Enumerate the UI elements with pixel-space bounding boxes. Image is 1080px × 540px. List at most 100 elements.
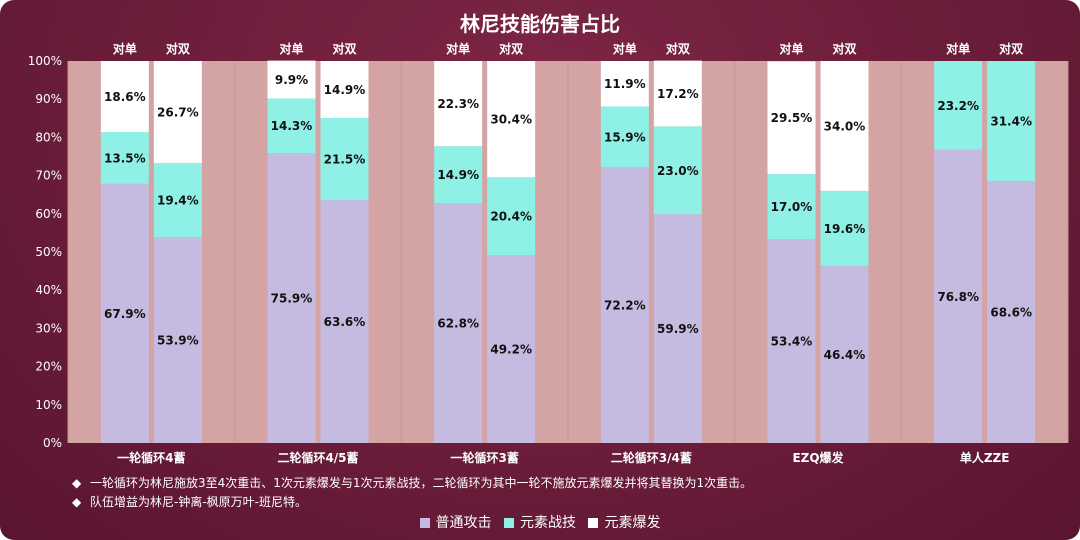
bar-segment-normal-attack xyxy=(653,214,702,443)
diamond-bullet-icon: ◆ xyxy=(72,495,82,509)
legend-item-normal-attack: 普通攻击 xyxy=(419,512,492,532)
bar-segment-elemental-burst xyxy=(434,61,483,147)
bar-segment-elemental-skill xyxy=(934,61,983,150)
bar-segment-normal-attack xyxy=(153,237,202,443)
bar-segment-elemental-burst xyxy=(320,61,369,118)
data-label: 20.4% xyxy=(490,210,532,224)
bar-sublabel: 对双 xyxy=(999,41,1023,56)
data-label: 29.5% xyxy=(771,111,813,125)
bar-segment-normal-attack xyxy=(934,149,983,443)
x-tick-label: 一轮循环3蓄 xyxy=(450,450,518,465)
footnote-1-text: 一轮循环为林尼施放3至4次重击、1次元素爆发与1次元素战技，二轮循环为其中一轮不… xyxy=(90,476,753,490)
plot-area: 0% 10% 20% 30% 40% 50% 60% 70% 80% 90% 100% 67.9% 13… xyxy=(28,41,1069,465)
bar-segment-elemental-skill xyxy=(100,132,149,184)
bar-segment-normal-attack xyxy=(267,153,316,443)
y-tick-label: 50% xyxy=(35,245,62,259)
footnote-2: ◆ 队伍增益为林尼-钟离-枫原万叶-班尼特。 xyxy=(72,493,752,512)
bar-segment-elemental-skill xyxy=(153,162,202,238)
y-tick-label: 100% xyxy=(28,54,62,68)
y-tick-label: 30% xyxy=(35,321,62,335)
legend-item-elemental-skill: 元素战技 xyxy=(504,512,576,532)
y-tick-label: 70% xyxy=(35,169,62,183)
footnote-2-text: 队伍增益为林尼-钟离-枫原万叶-班尼特。 xyxy=(90,495,307,509)
data-label: 49.2% xyxy=(490,343,532,357)
data-label: 22.3% xyxy=(437,97,479,111)
chart-title: 林尼技能伤害占比 xyxy=(460,12,620,36)
data-label: 53.4% xyxy=(771,335,813,349)
bar-segment-elemental-burst xyxy=(653,60,702,127)
footnote-1: ◆ 一轮循环为林尼施放3至4次重击、1次元素爆发与1次元素战技，二轮循环为其中一轮… xyxy=(72,474,752,493)
legend-label-elemental-burst: 元素爆发 xyxy=(604,515,661,531)
data-label: 68.6% xyxy=(990,305,1032,319)
y-tick-label: 80% xyxy=(35,130,62,144)
data-label: 21.5% xyxy=(324,152,366,166)
y-tick-label: 90% xyxy=(35,92,62,106)
data-label: 11.9% xyxy=(604,77,646,91)
bar-segment-normal-attack xyxy=(320,200,369,443)
bar-segment-elemental-burst xyxy=(100,61,149,133)
bar-segment-elemental-burst xyxy=(487,61,536,178)
data-label: 31.4% xyxy=(990,114,1032,128)
data-label: 34.0% xyxy=(824,119,866,133)
data-label: 30.4% xyxy=(490,113,532,127)
legend-swatch-elemental-burst xyxy=(588,518,599,528)
bar-segment-elemental-skill xyxy=(653,126,702,215)
bar-segment-normal-attack xyxy=(600,167,649,444)
bar-segment-normal-attack xyxy=(434,203,483,443)
data-label: 26.7% xyxy=(157,105,199,119)
bar-sublabel: 对单 xyxy=(446,41,470,56)
legend-swatch-elemental-skill xyxy=(504,518,514,528)
data-label: 17.0% xyxy=(771,200,813,214)
bar-segment-elemental-skill xyxy=(487,177,536,256)
y-tick-label: 20% xyxy=(35,360,62,374)
bar-segment-normal-attack xyxy=(767,239,816,443)
bar-segment-elemental-burst xyxy=(267,60,316,99)
data-label: 53.9% xyxy=(157,334,199,348)
bar-segment-elemental-burst xyxy=(820,61,869,191)
bar-sublabel: 对双 xyxy=(499,41,523,56)
footnotes: ◆ 一轮循环为林尼施放3至4次重击、1次元素爆发与1次元素战技，二轮循环为其中一轮… xyxy=(72,474,752,512)
x-tick-label: 二轮循环3/4蓄 xyxy=(611,450,692,465)
bar-segment-normal-attack xyxy=(487,255,536,443)
y-tick-label: 60% xyxy=(35,207,62,221)
legend-item-elemental-burst: 元素爆发 xyxy=(588,512,660,532)
data-label: 15.9% xyxy=(604,130,646,144)
bar-sublabel: 对单 xyxy=(279,41,303,56)
bar-segment-elemental-burst xyxy=(153,61,202,163)
data-label: 62.8% xyxy=(437,317,479,331)
bar-sublabel: 对单 xyxy=(613,41,637,56)
data-label: 72.2% xyxy=(604,299,646,313)
data-label: 9.9% xyxy=(275,73,308,87)
bar-sublabel: 对单 xyxy=(946,41,970,56)
bar-sublabel: 对双 xyxy=(166,41,190,56)
data-label: 14.3% xyxy=(271,119,313,133)
diamond-bullet-icon: ◆ xyxy=(72,476,82,490)
data-label: 14.9% xyxy=(324,83,366,97)
bar-segment-normal-attack xyxy=(820,265,869,443)
bar-segment-elemental-skill xyxy=(600,106,649,168)
data-label: 17.2% xyxy=(657,87,699,101)
bar-segment-normal-attack xyxy=(100,183,149,443)
bar-segment-normal-attack xyxy=(987,180,1036,443)
y-tick-label: 10% xyxy=(35,398,62,412)
bar-sublabel: 对双 xyxy=(832,41,856,56)
legend-label-normal-attack: 普通攻击 xyxy=(435,515,492,531)
legend-label-elemental-skill: 元素战技 xyxy=(520,515,576,531)
data-label: 19.4% xyxy=(157,194,199,208)
y-tick-label: 40% xyxy=(35,283,62,297)
bar-segment-elemental-burst xyxy=(600,61,649,107)
bar-segment-elemental-skill xyxy=(320,117,369,201)
bar-segment-elemental-skill xyxy=(767,174,816,240)
legend-swatch-normal-attack xyxy=(419,518,430,528)
data-label: 23.2% xyxy=(937,99,979,113)
data-label: 76.8% xyxy=(937,290,979,304)
data-label: 23.0% xyxy=(657,164,699,178)
legend: 普通攻击 元素战技 元素爆发 xyxy=(0,512,1080,532)
x-tick-label: 二轮循环4/5蓄 xyxy=(277,450,358,465)
x-tick-label: 单人ZZE xyxy=(960,450,1010,465)
data-label: 59.9% xyxy=(657,322,699,336)
data-label: 67.9% xyxy=(104,307,146,321)
data-label: 14.9% xyxy=(437,168,479,182)
